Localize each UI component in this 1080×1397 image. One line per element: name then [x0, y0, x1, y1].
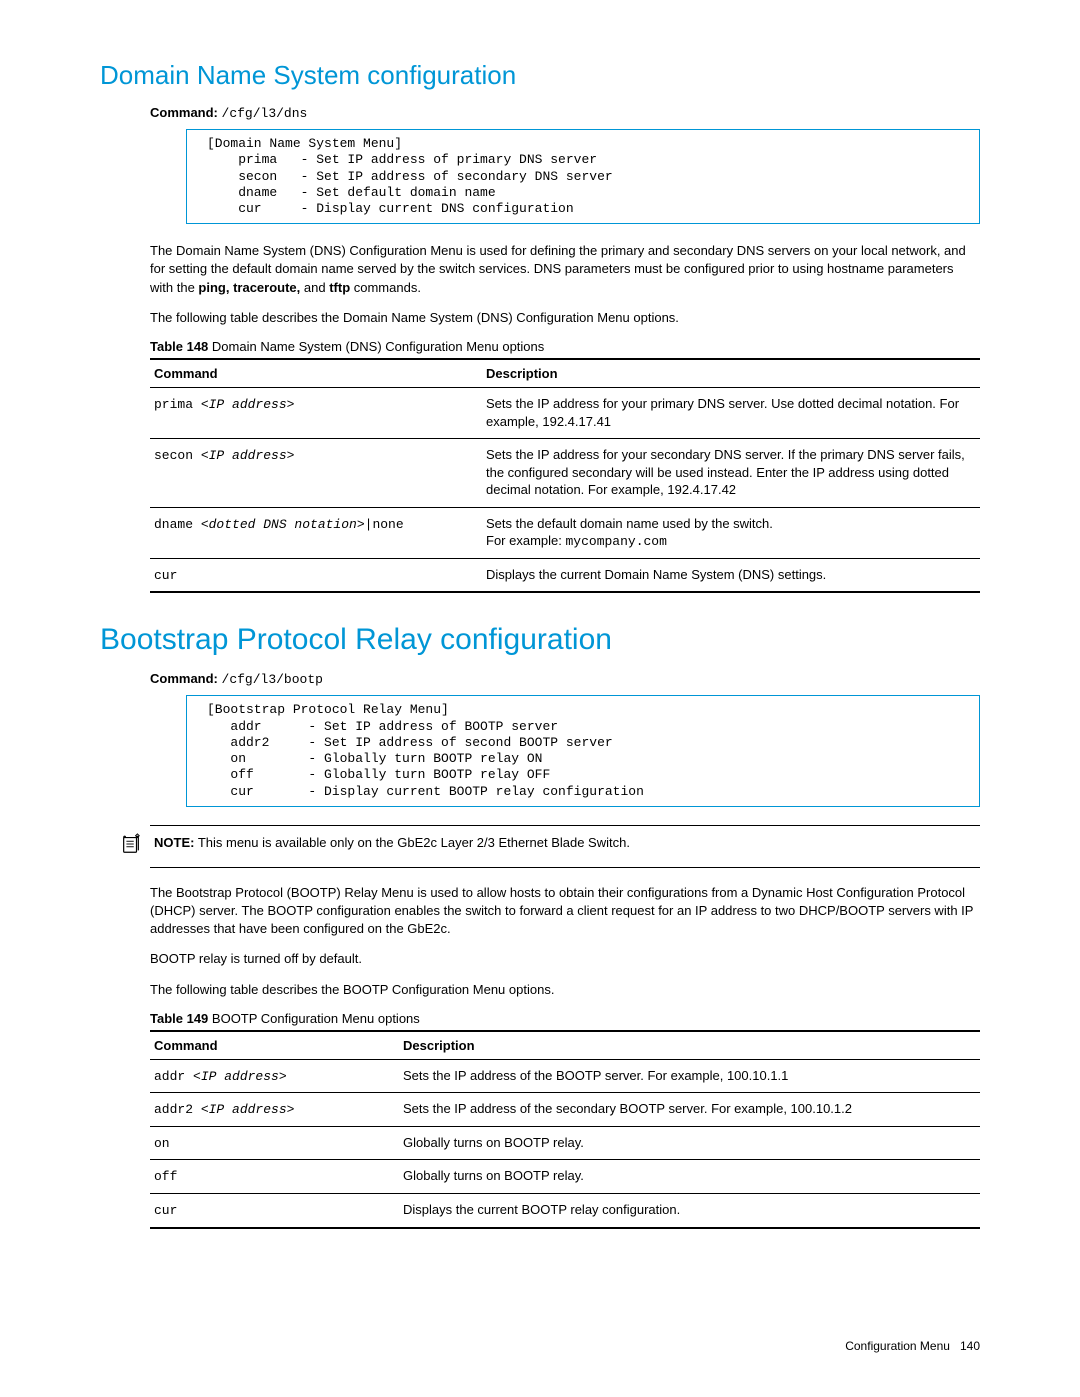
desc-text: Sets the IP address for your secondary D… — [486, 447, 965, 497]
dns-table-caption-num: Table 148 — [150, 339, 208, 354]
bootp-command-path: /cfg/l3/bootp — [222, 672, 323, 687]
cmd-text: dname — [154, 517, 201, 532]
dns-command-line: Command: /cfg/l3/dns — [150, 105, 980, 121]
desc-mono: mycompany.com — [565, 534, 666, 549]
table-row: cur Displays the current BOOTP relay con… — [150, 1194, 980, 1228]
dns-th-command: Command — [150, 359, 482, 388]
bootp-table-caption-num: Table 149 — [150, 1011, 208, 1026]
bootp-table-caption-txt: BOOTP Configuration Menu options — [208, 1011, 420, 1026]
desc-text: Sets the IP address for your primary DNS… — [486, 396, 959, 429]
cmd-arg: <IP address> — [201, 1102, 295, 1117]
note-label: NOTE: — [154, 835, 194, 850]
dns-table-caption: Table 148 Domain Name System (DNS) Confi… — [150, 339, 980, 354]
dns-para1: The Domain Name System (DNS) Configurati… — [150, 242, 980, 297]
table-row: addr2 <IP address> Sets the IP address o… — [150, 1093, 980, 1127]
cmd-text: prima — [154, 397, 201, 412]
cmd-text: on — [154, 1136, 170, 1151]
dns-table-caption-txt: Domain Name System (DNS) Configuration M… — [208, 339, 544, 354]
dns-heading: Domain Name System configuration — [100, 60, 980, 91]
note-icon — [120, 833, 142, 859]
table-row: dname <dotted DNS notation>|none Sets th… — [150, 507, 980, 558]
desc-text: Displays the current Domain Name System … — [486, 567, 826, 582]
table-row: cur Displays the current Domain Name Sys… — [150, 558, 980, 592]
desc-text: Globally turns on BOOTP relay. — [399, 1160, 980, 1194]
desc-text: Globally turns on BOOTP relay. — [399, 1126, 980, 1160]
dns-menu-box: [Domain Name System Menu] prima - Set IP… — [186, 129, 980, 224]
cmd-arg: <IP address> — [201, 448, 295, 463]
bootp-table: Command Description addr <IP address> Se… — [150, 1030, 980, 1229]
bootp-table-caption: Table 149 BOOTP Configuration Menu optio… — [150, 1011, 980, 1026]
cmd-text: cur — [154, 568, 177, 583]
desc-text: Sets the IP address of the secondary BOO… — [399, 1093, 980, 1127]
cmd-arg: <IP address> — [201, 397, 295, 412]
bootp-menu-box: [Bootstrap Protocol Relay Menu] addr - S… — [186, 695, 980, 807]
cmd-arg: <dotted DNS notation> — [201, 517, 365, 532]
cmd-text: cur — [154, 1203, 177, 1218]
bootp-th-description: Description — [399, 1031, 980, 1060]
note-text-wrap: NOTE: This menu is available only on the… — [154, 834, 980, 852]
dns-th-description: Description — [482, 359, 980, 388]
dns-command-path: /cfg/l3/dns — [222, 106, 308, 121]
note-block: NOTE: This menu is available only on the… — [150, 825, 980, 868]
table-row: on Globally turns on BOOTP relay. — [150, 1126, 980, 1160]
dns-para1-d: tftp — [329, 280, 350, 295]
table-row: addr <IP address> Sets the IP address of… — [150, 1059, 980, 1093]
footer-section: Configuration Menu — [845, 1339, 950, 1353]
bootp-para1: The Bootstrap Protocol (BOOTP) Relay Men… — [150, 884, 980, 939]
cmd-text2: |none — [365, 517, 404, 532]
page-footer: Configuration Menu 140 — [100, 1339, 980, 1353]
bootp-command-line: Command: /cfg/l3/bootp — [150, 671, 980, 687]
bootp-command-label: Command: — [150, 671, 218, 686]
desc-text: Displays the current BOOTP relay configu… — [399, 1194, 980, 1228]
dns-para1-b: ping, traceroute, — [198, 280, 300, 295]
table-row: secon <IP address> Sets the IP address f… — [150, 439, 980, 508]
dns-table: Command Description prima <IP address> S… — [150, 358, 980, 593]
cmd-text: secon — [154, 448, 201, 463]
bootp-heading: Bootstrap Protocol Relay configuration — [100, 623, 980, 657]
table-row: off Globally turns on BOOTP relay. — [150, 1160, 980, 1194]
bootp-para3: The following table describes the BOOTP … — [150, 981, 980, 999]
dns-para2: The following table describes the Domain… — [150, 309, 980, 327]
footer-page: 140 — [960, 1339, 980, 1353]
bootp-para2: BOOTP relay is turned off by default. — [150, 950, 980, 968]
note-text: This menu is available only on the GbE2c… — [194, 835, 630, 850]
dns-para1-e: commands. — [350, 280, 421, 295]
table-row: prima <IP address> Sets the IP address f… — [150, 388, 980, 439]
cmd-text: addr — [154, 1069, 193, 1084]
cmd-text: addr2 — [154, 1102, 201, 1117]
dns-command-label: Command: — [150, 105, 218, 120]
dns-para1-c: and — [300, 280, 329, 295]
bootp-th-command: Command — [150, 1031, 399, 1060]
cmd-arg: <IP address> — [193, 1069, 287, 1084]
desc-text: Sets the IP address of the BOOTP server.… — [399, 1059, 980, 1093]
cmd-text: off — [154, 1169, 177, 1184]
